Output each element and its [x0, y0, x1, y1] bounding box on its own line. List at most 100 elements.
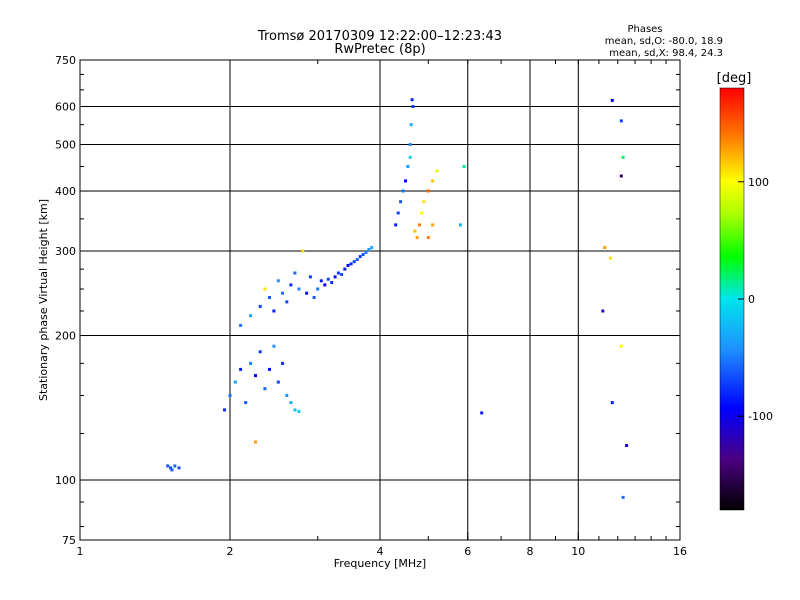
data-point — [333, 275, 337, 279]
colorbar-tick-label: -100 — [748, 410, 773, 423]
data-point — [603, 246, 607, 250]
data-point — [619, 344, 623, 348]
y-tick-label: 600 — [55, 101, 76, 114]
data-point — [285, 300, 289, 304]
colorbar-ticks: 100 0 -100 — [738, 176, 773, 423]
data-point — [408, 155, 412, 159]
data-point — [394, 223, 398, 227]
grid — [80, 60, 680, 540]
data-point — [323, 283, 327, 287]
data-point — [272, 309, 276, 313]
data-point — [244, 401, 248, 405]
data-point — [166, 464, 170, 468]
stats-heading: Phases — [627, 24, 662, 35]
data-point — [431, 179, 435, 183]
stats-x-mode: mean, sd,X: 98.4, 24.3 — [609, 48, 723, 59]
stats-o-mode: mean, sd,O: -80.0, 18.9 — [605, 36, 723, 47]
chart-subtitle: RwPretec (8p) — [334, 42, 425, 57]
data-point — [263, 387, 267, 391]
data-point — [293, 271, 297, 275]
data-point — [415, 236, 419, 240]
data-point — [619, 174, 623, 178]
data-point — [330, 281, 334, 284]
data-point — [406, 165, 410, 168]
data-point — [361, 253, 365, 256]
y-tick-label: 100 — [55, 474, 76, 487]
data-point — [621, 495, 625, 499]
data-point — [426, 189, 430, 193]
data-point — [249, 361, 253, 365]
data-point — [410, 98, 414, 102]
data-point — [268, 367, 271, 371]
colorbar-label: [deg] — [717, 71, 752, 86]
colorbar-tick-label: 0 — [748, 293, 755, 306]
data-point — [263, 287, 267, 291]
data-point — [289, 401, 293, 405]
x-tick-label: 16 — [673, 545, 687, 558]
x-tick-label: 10 — [571, 545, 585, 558]
data-point — [308, 275, 312, 279]
data-point — [625, 444, 629, 447]
data-point — [258, 304, 262, 308]
data-point — [420, 211, 424, 215]
data-point — [254, 440, 257, 444]
data-point — [364, 250, 368, 254]
y-tick-label: 750 — [55, 54, 76, 67]
data-point — [272, 344, 276, 348]
data-point — [401, 189, 405, 193]
data-point — [276, 279, 280, 283]
chart-title: Tromsø 20170309 12:22:00–12:23:43 — [257, 29, 502, 44]
data-point — [411, 105, 415, 108]
data-point — [336, 271, 340, 275]
data-point — [462, 165, 466, 168]
data-point — [223, 408, 226, 412]
y-tick-label: 400 — [55, 185, 76, 198]
data-point — [619, 119, 623, 123]
data-point — [396, 211, 400, 215]
x-tick-label: 4 — [377, 545, 384, 558]
data-point — [409, 123, 413, 127]
x-tick-label: 2 — [227, 545, 234, 558]
x-tick-label: 6 — [464, 545, 471, 558]
data-point — [173, 464, 177, 468]
data-point — [297, 409, 301, 413]
y-axis-label: Stationary phase Virtual Height [km] — [37, 199, 50, 401]
data-point — [413, 229, 417, 233]
data-point — [458, 223, 462, 227]
data-point — [316, 287, 320, 291]
data-point — [404, 179, 407, 183]
data-point — [367, 248, 371, 252]
data-point — [285, 394, 289, 397]
data-point — [293, 408, 297, 412]
data-point — [268, 296, 271, 299]
data-point — [431, 223, 435, 227]
data-point — [239, 367, 243, 371]
data-point — [435, 169, 439, 173]
data-point — [370, 246, 374, 250]
data-point — [305, 291, 309, 295]
data-point — [177, 466, 181, 470]
data-point — [480, 411, 484, 415]
x-tick-label: 8 — [527, 545, 534, 558]
x-axis-label: Frequency [MHz] — [334, 557, 426, 570]
data-point — [610, 98, 614, 102]
data-point — [621, 155, 625, 159]
data-point — [228, 394, 232, 397]
data-point — [610, 401, 614, 405]
data-point — [346, 263, 350, 267]
data-point — [408, 143, 412, 146]
data-point — [319, 279, 323, 283]
data-point — [254, 374, 257, 378]
data-point — [301, 249, 305, 253]
data-point — [170, 468, 174, 472]
data-point — [399, 200, 403, 204]
data-point — [358, 255, 362, 259]
data-point — [312, 296, 316, 299]
data-points — [166, 98, 629, 499]
data-point — [352, 260, 356, 264]
data-point — [289, 283, 293, 287]
data-point — [426, 236, 430, 240]
data-point — [233, 380, 237, 384]
data-point — [276, 380, 280, 384]
